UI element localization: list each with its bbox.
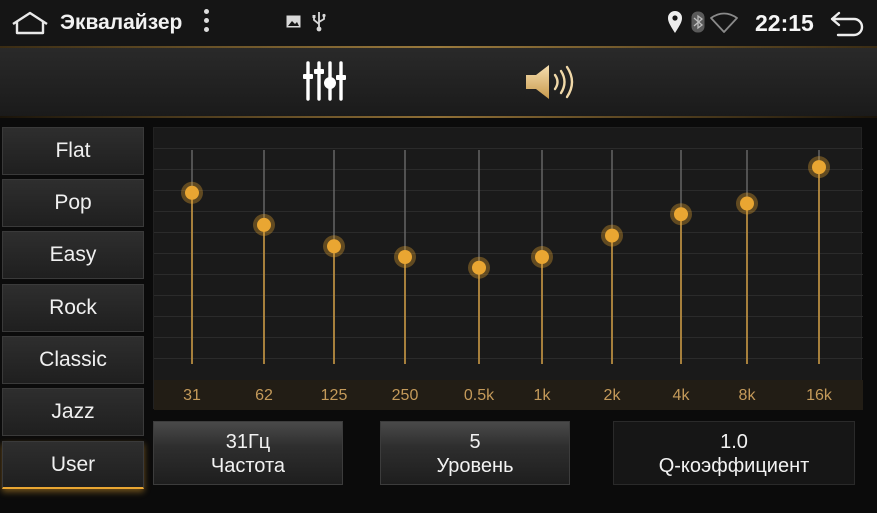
eq-band-knob-8k[interactable] xyxy=(740,196,754,211)
tab-bar xyxy=(0,46,877,118)
eq-band-knob-62[interactable] xyxy=(257,217,271,232)
frequency-label-strip xyxy=(154,380,863,410)
equalizer-sliders-icon[interactable] xyxy=(301,60,351,102)
usb-icon xyxy=(312,12,326,32)
q-factor-label: Q-коэффициент xyxy=(658,455,810,477)
eq-band-label-16k: 16k xyxy=(806,387,832,404)
equalizer-panel: 31 62 125 250 0.5k 1k 2k 4k 8k 16k xyxy=(153,127,863,410)
preset-user[interactable]: User xyxy=(2,441,144,489)
level-value: 5 xyxy=(469,431,481,453)
divider xyxy=(0,46,877,48)
level-button[interactable]: 5 Уровень xyxy=(380,421,570,485)
q-factor-value: 1.0 xyxy=(720,431,748,453)
equalizer-sliders xyxy=(181,150,830,364)
eq-band-knob-125[interactable] xyxy=(327,239,341,254)
eq-band-knob-2k[interactable] xyxy=(605,228,619,243)
eq-band-knob-16k[interactable] xyxy=(812,160,826,175)
more-vert-icon[interactable] xyxy=(201,9,211,39)
frequency-value: 31Гц xyxy=(225,431,271,453)
speaker-icon[interactable] xyxy=(522,62,580,102)
divider xyxy=(0,116,877,118)
q-factor-button[interactable]: 1.0 Q-коэффициент xyxy=(613,421,855,485)
eq-band-knob-4k[interactable] xyxy=(674,207,688,222)
preset-rock[interactable]: Rock xyxy=(2,284,144,332)
eq-band-label-250: 250 xyxy=(391,387,419,404)
level-label: Уровень xyxy=(436,455,514,477)
preset-jazz[interactable]: Jazz xyxy=(2,388,144,436)
wifi-icon xyxy=(710,12,738,33)
app-title: Эквалайзер xyxy=(60,11,183,34)
photo-icon xyxy=(286,15,301,28)
preset-pop[interactable]: Pop xyxy=(2,179,144,227)
frequency-button[interactable]: 31Гц Частота xyxy=(153,421,343,485)
eq-band-label-4k: 4k xyxy=(672,387,690,404)
bluetooth-icon xyxy=(691,11,705,33)
eq-band-label-31: 31 xyxy=(183,387,201,404)
frequency-label: Частота xyxy=(210,455,286,477)
eq-band-knob-31[interactable] xyxy=(185,185,199,200)
equalizer-grid xyxy=(154,128,863,374)
eq-band-label-2k: 2k xyxy=(603,387,621,404)
preset-list: Flat Pop Easy Rock Classic Jazz User xyxy=(2,127,144,493)
clock: 22:15 xyxy=(755,10,814,36)
eq-band-label-1k: 1k xyxy=(533,387,551,404)
preset-classic[interactable]: Classic xyxy=(2,336,144,384)
back-icon[interactable] xyxy=(828,9,866,37)
eq-band-label-0.5k: 0.5k xyxy=(463,387,495,404)
preset-flat[interactable]: Flat xyxy=(2,127,144,175)
eq-band-knob-250[interactable] xyxy=(398,250,412,264)
eq-band-label-125: 125 xyxy=(320,387,348,404)
eq-band-knob-0.5k[interactable] xyxy=(472,260,486,275)
home-icon[interactable] xyxy=(10,10,50,36)
eq-band-knob-1k[interactable] xyxy=(535,250,549,264)
eq-band-label-62: 62 xyxy=(255,387,273,404)
status-bar: Эквалайзер 22:15 xyxy=(0,0,877,46)
preset-easy[interactable]: Easy xyxy=(2,231,144,279)
location-icon xyxy=(668,11,682,33)
eq-band-label-8k: 8k xyxy=(738,387,756,404)
